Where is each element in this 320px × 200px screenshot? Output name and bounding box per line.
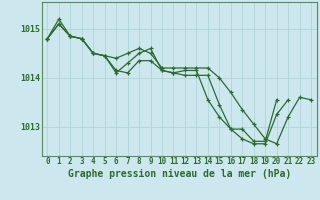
- X-axis label: Graphe pression niveau de la mer (hPa): Graphe pression niveau de la mer (hPa): [68, 169, 291, 179]
